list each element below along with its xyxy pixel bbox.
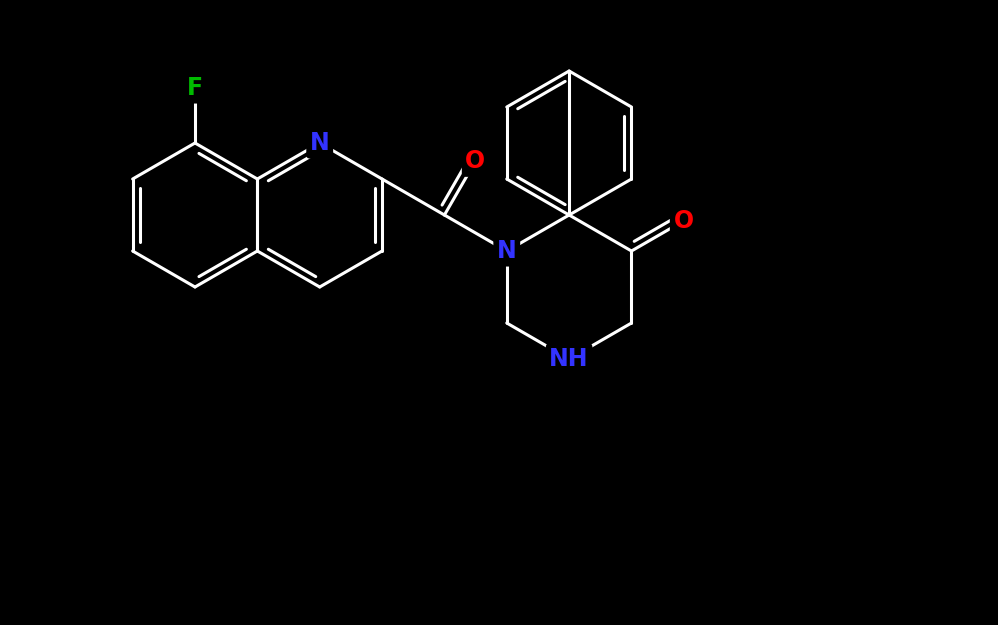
Text: N: N	[309, 131, 329, 155]
Text: F: F	[187, 76, 203, 100]
Text: NH: NH	[549, 347, 589, 371]
Text: N: N	[497, 239, 517, 263]
Text: O: O	[465, 149, 485, 173]
Text: O: O	[674, 209, 694, 233]
